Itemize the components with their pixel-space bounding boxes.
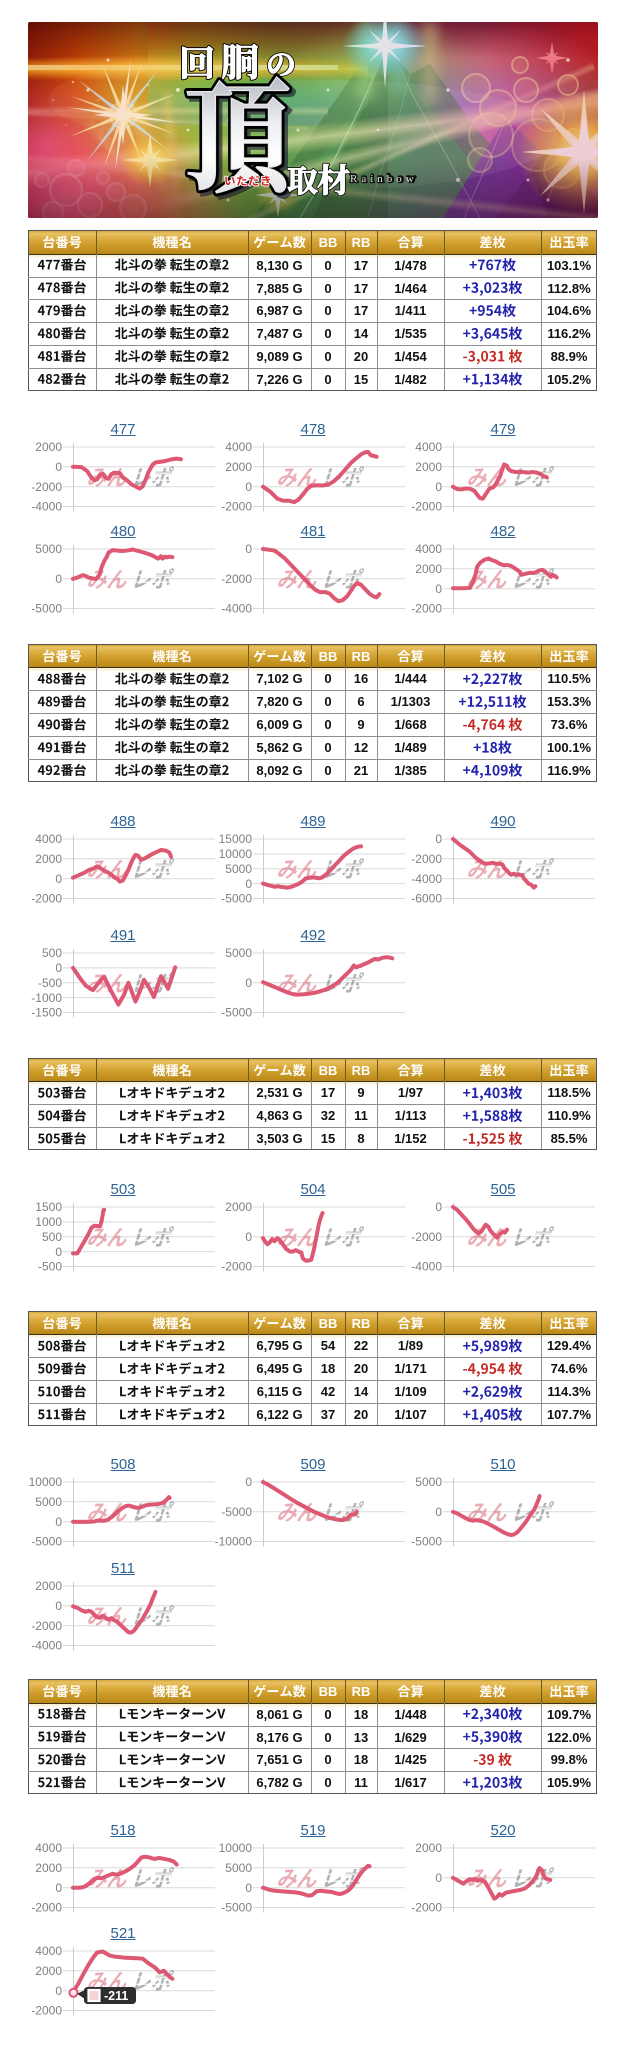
svg-text:-4000: -4000 — [31, 500, 62, 514]
svg-text:0: 0 — [55, 1245, 62, 1259]
svg-text:-211: -211 — [104, 1989, 128, 2003]
svg-text:-500: -500 — [38, 1260, 62, 1274]
svg-text:0: 0 — [435, 480, 442, 494]
svg-text:5000: 5000 — [35, 542, 62, 556]
svg-text:-2000: -2000 — [411, 1901, 442, 1915]
svg-text:-5000: -5000 — [221, 1901, 252, 1915]
svg-text:1500: 1500 — [35, 1200, 62, 1214]
svg-text:-5000: -5000 — [221, 1505, 252, 1519]
svg-text:10000: 10000 — [219, 1842, 253, 1856]
svg-text:-5000: -5000 — [221, 1006, 252, 1020]
svg-text:-2000: -2000 — [31, 1619, 62, 1633]
svg-text:-4000: -4000 — [411, 871, 442, 885]
svg-text:-2000: -2000 — [221, 1260, 252, 1274]
svg-text:-5000: -5000 — [31, 601, 62, 615]
svg-text:-4000: -4000 — [31, 1639, 62, 1653]
svg-text:-5000: -5000 — [221, 891, 252, 905]
svg-text:10000: 10000 — [219, 847, 253, 861]
svg-text:4000: 4000 — [415, 542, 442, 556]
svg-text:-2000: -2000 — [221, 572, 252, 586]
svg-text:-4000: -4000 — [221, 601, 252, 615]
svg-text:-2000: -2000 — [411, 1230, 442, 1244]
svg-text:2000: 2000 — [35, 1580, 62, 1594]
svg-text:0: 0 — [245, 480, 252, 494]
svg-text:Rainbow: Rainbow — [350, 173, 420, 185]
svg-text:1000: 1000 — [35, 1215, 62, 1229]
svg-text:-2000: -2000 — [221, 500, 252, 514]
svg-text:0: 0 — [435, 832, 442, 846]
svg-text:-1000: -1000 — [31, 991, 62, 1005]
svg-text:0: 0 — [245, 1475, 252, 1489]
svg-text:-2000: -2000 — [31, 2003, 62, 2017]
svg-text:500: 500 — [42, 946, 62, 960]
svg-text:2000: 2000 — [415, 562, 442, 576]
svg-text:-2000: -2000 — [31, 891, 62, 905]
svg-text:0: 0 — [55, 1599, 62, 1613]
svg-text:-2000: -2000 — [31, 480, 62, 494]
svg-text:0: 0 — [435, 582, 442, 596]
svg-text:2000: 2000 — [35, 852, 62, 866]
svg-text:5000: 5000 — [225, 946, 252, 960]
svg-text:0: 0 — [55, 1984, 62, 1998]
svg-text:-5000: -5000 — [31, 1534, 62, 1548]
svg-text:-500: -500 — [38, 976, 62, 990]
svg-text:2000: 2000 — [415, 1842, 442, 1856]
svg-text:0: 0 — [435, 1871, 442, 1885]
svg-text:2000: 2000 — [225, 460, 252, 474]
svg-text:-10000: -10000 — [215, 1534, 253, 1548]
svg-text:-2000: -2000 — [31, 1901, 62, 1915]
svg-text:0: 0 — [55, 871, 62, 885]
svg-text:0: 0 — [245, 876, 252, 890]
svg-text:0: 0 — [55, 1881, 62, 1895]
svg-text:Rainbow: Rainbow — [350, 173, 418, 185]
svg-text:0: 0 — [435, 1505, 442, 1519]
svg-text:-5000: -5000 — [411, 1534, 442, 1548]
svg-text:4000: 4000 — [35, 1842, 62, 1856]
svg-text:2000: 2000 — [415, 460, 442, 474]
svg-text:0: 0 — [245, 1230, 252, 1244]
svg-text:-6000: -6000 — [411, 891, 442, 905]
svg-text:-2000: -2000 — [411, 852, 442, 866]
svg-text:4000: 4000 — [225, 440, 252, 454]
svg-text:0: 0 — [245, 542, 252, 556]
svg-text:2000: 2000 — [35, 440, 62, 454]
svg-text:0: 0 — [435, 1200, 442, 1214]
svg-text:10000: 10000 — [29, 1475, 63, 1489]
svg-text:-2000: -2000 — [411, 500, 442, 514]
svg-text:2000: 2000 — [35, 1964, 62, 1978]
svg-text:0: 0 — [245, 1881, 252, 1895]
svg-text:0: 0 — [55, 572, 62, 586]
svg-text:-4000: -4000 — [411, 1260, 442, 1274]
svg-text:0: 0 — [55, 961, 62, 975]
svg-text:4000: 4000 — [35, 1944, 62, 1958]
svg-text:5000: 5000 — [35, 1495, 62, 1509]
svg-text:-1500: -1500 — [31, 1006, 62, 1020]
svg-text:2000: 2000 — [35, 1861, 62, 1875]
svg-text:4000: 4000 — [415, 440, 442, 454]
svg-text:5000: 5000 — [225, 862, 252, 876]
svg-text:500: 500 — [42, 1230, 62, 1244]
svg-text:4000: 4000 — [35, 832, 62, 846]
svg-text:0: 0 — [55, 1514, 62, 1528]
svg-text:2000: 2000 — [225, 1200, 252, 1214]
svg-text:0: 0 — [245, 976, 252, 990]
svg-text:5000: 5000 — [225, 1861, 252, 1875]
svg-text:0: 0 — [55, 460, 62, 474]
svg-text:-2000: -2000 — [411, 601, 442, 615]
svg-text:15000: 15000 — [219, 832, 253, 846]
svg-text:5000: 5000 — [415, 1475, 442, 1489]
